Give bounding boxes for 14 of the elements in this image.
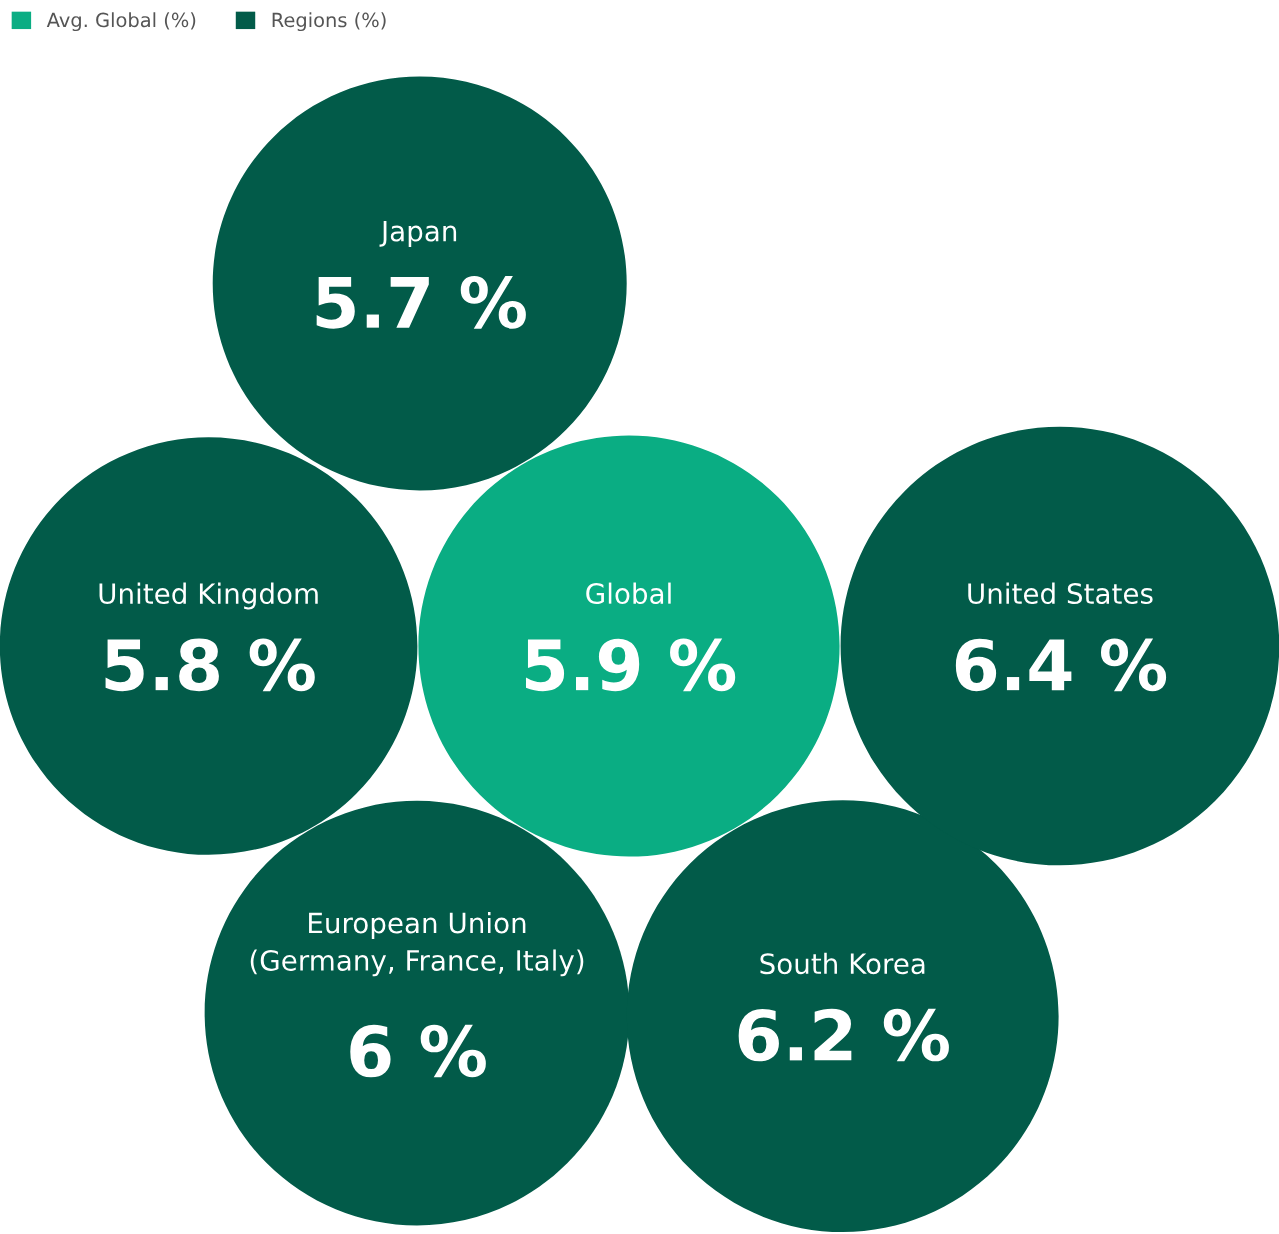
legend-label: Avg. Global (%) bbox=[46, 12, 196, 32]
category-label: European Union (Germany, France, Italy) bbox=[250, 912, 584, 977]
data-label: 5.7 % bbox=[316, 276, 526, 329]
category-label: United Kingdom bbox=[99, 582, 318, 610]
legend-label: Regions (%) bbox=[272, 12, 386, 32]
category-label: Japan bbox=[379, 220, 457, 247]
category-label: Global bbox=[586, 582, 671, 605]
data-label: 6.2 % bbox=[738, 1008, 949, 1062]
data-label: 5.8 % bbox=[105, 638, 315, 692]
data-label: 6.4 % bbox=[955, 638, 1167, 692]
category-label: South Korea bbox=[760, 952, 925, 975]
category-label: United States bbox=[968, 582, 1153, 605]
data-label: 6 % bbox=[350, 1024, 486, 1078]
data-label: 5.9 % bbox=[525, 638, 736, 692]
